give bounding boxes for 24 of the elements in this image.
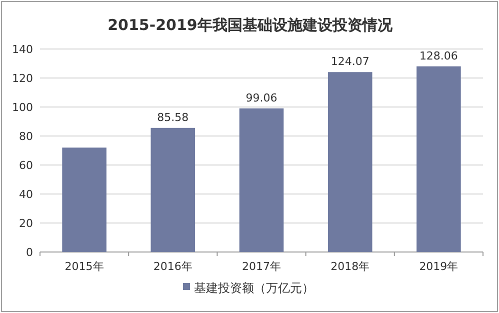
y-tick-label: 40 xyxy=(19,188,33,201)
y-tick-label: 140 xyxy=(12,43,33,56)
bar xyxy=(62,148,106,252)
y-tick-label: 20 xyxy=(19,217,33,230)
x-tick-label: 2019年 xyxy=(419,260,458,273)
y-tick-label: 120 xyxy=(12,72,33,85)
legend-label: 基建投资额（万亿元） xyxy=(194,281,314,295)
y-tick-label: 60 xyxy=(19,159,33,172)
y-tick-label: 100 xyxy=(12,101,33,114)
bar xyxy=(239,108,284,252)
data-label: 128.06 xyxy=(419,49,458,62)
bar xyxy=(150,128,196,252)
data-label: 124.07 xyxy=(330,55,370,68)
bar xyxy=(328,72,372,252)
data-label: 99.06 xyxy=(246,91,278,104)
x-tick-label: 2018年 xyxy=(330,260,370,273)
data-label: 85.58 xyxy=(157,110,189,124)
chart-title: 2015-2019年我国基础设施建设投资情况 xyxy=(108,16,394,34)
x-tick-label: 2015年 xyxy=(64,260,104,273)
x-tick-label: 2016年 xyxy=(153,260,192,273)
y-tick-label: 0 xyxy=(26,246,33,259)
bar xyxy=(416,66,461,252)
y-tick-label: 80 xyxy=(19,130,33,143)
x-tick-label: 2017年 xyxy=(242,260,281,273)
